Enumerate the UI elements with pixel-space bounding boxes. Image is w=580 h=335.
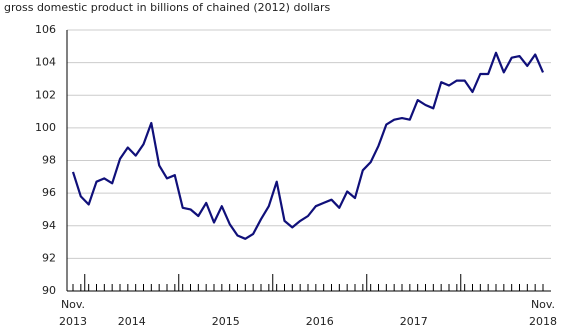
x-tick-label: 2017 (400, 315, 428, 328)
chart-title: gross domestic product in billions of ch… (4, 1, 331, 14)
y-tick-label: 106 (35, 23, 56, 36)
y-tick-label: 94 (42, 219, 56, 232)
x-tick-label: Nov. (531, 298, 555, 311)
y-tick-label: 96 (42, 186, 56, 199)
y-tick-label: 104 (35, 56, 56, 69)
x-tick-label: 2016 (306, 315, 334, 328)
data-line (71, 51, 545, 240)
y-tick-label: 90 (42, 284, 56, 297)
x-tick-label: 2013 (59, 315, 87, 328)
y-tick-label: 92 (42, 251, 56, 264)
y-tick-label: 98 (42, 154, 56, 167)
x-tick-label: 2015 (212, 315, 240, 328)
x-tick-label: Nov. (61, 298, 85, 311)
x-tick-label: 2018 (529, 315, 557, 328)
y-tick-label: 102 (35, 88, 56, 101)
y-tick-label: 100 (35, 121, 56, 134)
x-tick-label: 2014 (118, 315, 146, 328)
